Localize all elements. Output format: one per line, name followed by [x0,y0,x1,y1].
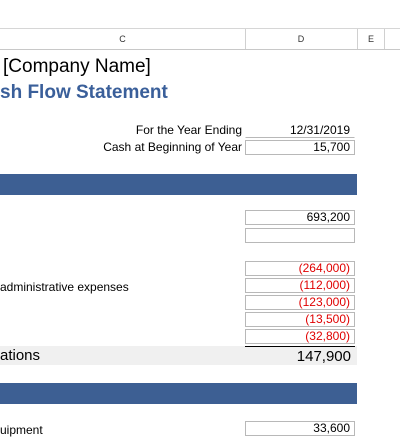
statement-title[interactable]: sh Flow Statement [0,82,168,103]
payment-field-2[interactable]: (112,000) [245,278,355,293]
column-header-e[interactable]: E [358,29,385,49]
receipts-field[interactable]: 693,200 [245,210,355,225]
payment-field-1[interactable]: (264,000) [245,261,355,276]
equipment-field[interactable]: 33,600 [245,421,355,436]
column-header-bar: C D E [0,28,400,50]
column-header-d[interactable]: D [245,29,358,49]
admin-expenses-label: administrative expenses [0,280,129,294]
payment-field-3[interactable]: (123,000) [245,295,355,310]
cash-begin-label: Cash at Beginning of Year [103,140,242,154]
investing-section-band [0,383,357,404]
cash-begin-field[interactable]: 15,700 [245,140,355,155]
payment-field-4[interactable]: (13,500) [245,312,355,327]
company-name[interactable]: [Company Name] [3,56,151,77]
year-ending-label: For the Year Ending [135,123,242,137]
operations-total-value[interactable]: 147,900 [245,346,355,366]
equipment-label: uipment [0,423,43,437]
empty-field[interactable] [245,228,355,243]
year-ending-field[interactable]: 12/31/2019 [245,123,355,138]
operations-total-label: ations [0,347,41,364]
operations-total-row: ations 147,900 [0,346,357,365]
column-header-c[interactable]: C [0,29,246,49]
payment-field-5[interactable]: (32,800) [245,329,355,344]
operations-section-band [0,174,357,195]
